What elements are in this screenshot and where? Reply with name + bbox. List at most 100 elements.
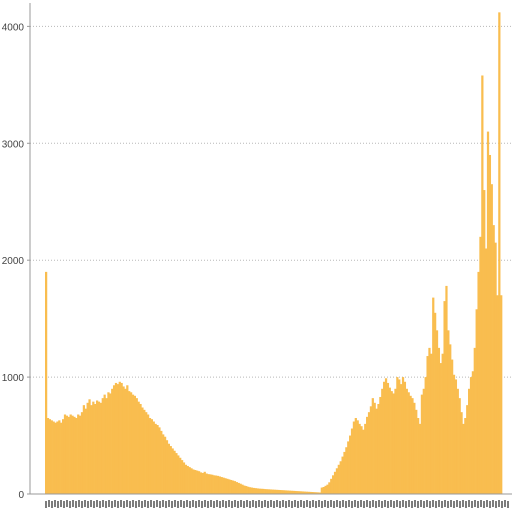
bar [94,403,97,494]
x-tick-mark [465,501,467,508]
bar [313,492,316,494]
x-tick-mark [327,501,329,508]
x-tick-mark [153,501,155,508]
bar [133,395,136,494]
bar [281,490,284,494]
y-tick-label: 3000 [2,139,25,150]
bar [118,381,121,494]
bar [271,489,274,494]
bar [171,448,174,494]
bar [254,488,257,494]
bar [233,481,237,494]
x-tick-mark [504,500,506,507]
x-tick-mark [165,501,167,508]
bar [173,450,176,494]
x-tick-mark [468,500,470,507]
y-tick-label: 4000 [2,22,25,33]
bar [152,421,155,494]
bar [324,485,327,494]
bar [430,353,433,494]
bar [109,393,112,494]
bar [492,225,495,494]
bar [481,75,484,494]
x-tick-mark [402,500,404,507]
bar [248,487,252,494]
x-tick-mark [426,500,428,507]
x-tick-mark [342,500,344,507]
x-tick-mark [252,500,254,507]
bar [354,418,357,494]
x-tick-mark [168,500,170,507]
x-tick-labels [45,500,509,508]
bar [111,388,114,494]
x-tick-mark [279,501,281,508]
x-tick-mark [234,500,236,507]
bar [401,377,405,494]
bar [163,436,167,494]
x-tick-mark [123,501,125,508]
bar [137,401,140,494]
x-tick-mark [405,501,407,508]
bar [466,405,469,494]
x-tick-mark [372,500,374,507]
bar [294,490,297,494]
x-tick-mark [114,500,116,507]
x-tick-mark [117,501,119,508]
x-tick-mark [489,501,491,508]
bar [226,478,229,494]
bar [73,416,76,494]
bar [143,409,146,494]
bar [150,419,153,494]
bar [460,412,463,494]
bar [422,388,425,494]
bar [371,398,374,494]
x-tick-mark [321,501,323,508]
bar [390,391,393,494]
x-tick-mark [483,501,485,508]
x-tick-mark [180,500,182,507]
bars [45,12,503,495]
bar [360,426,363,494]
x-tick-mark [447,501,449,508]
grid-lines [30,25,512,378]
x-tick-mark [411,501,413,508]
bar [388,387,391,494]
x-tick-mark [294,500,296,507]
x-tick-mark [210,500,212,507]
bar [239,483,242,494]
x-tick-mark [87,501,89,508]
x-tick-mark [456,500,458,507]
bar [464,418,467,494]
bar [169,446,172,494]
x-tick-mark [501,501,503,508]
bar [500,295,503,494]
x-tick-mark [69,501,71,508]
bar [205,473,208,494]
bar [398,379,401,494]
bar [141,407,144,494]
bar [367,412,371,494]
bar [409,395,412,494]
bar [379,396,382,494]
bar [213,475,216,494]
x-tick-mark [219,501,221,508]
x-tick-mark [318,500,320,507]
x-tick-mark [360,500,362,507]
bar [120,382,123,494]
bar [220,477,223,494]
x-tick-mark [486,500,488,507]
bar [60,422,63,494]
bar [252,487,255,494]
bar [350,428,354,494]
x-tick-mark [66,500,68,507]
bar [62,419,65,494]
bar [417,418,420,494]
bar [237,482,240,494]
x-tick-mark [444,500,446,507]
bar [207,474,210,494]
bar [230,479,233,494]
x-tick-mark [387,501,389,508]
x-tick-mark [396,500,398,507]
bar [167,443,170,494]
